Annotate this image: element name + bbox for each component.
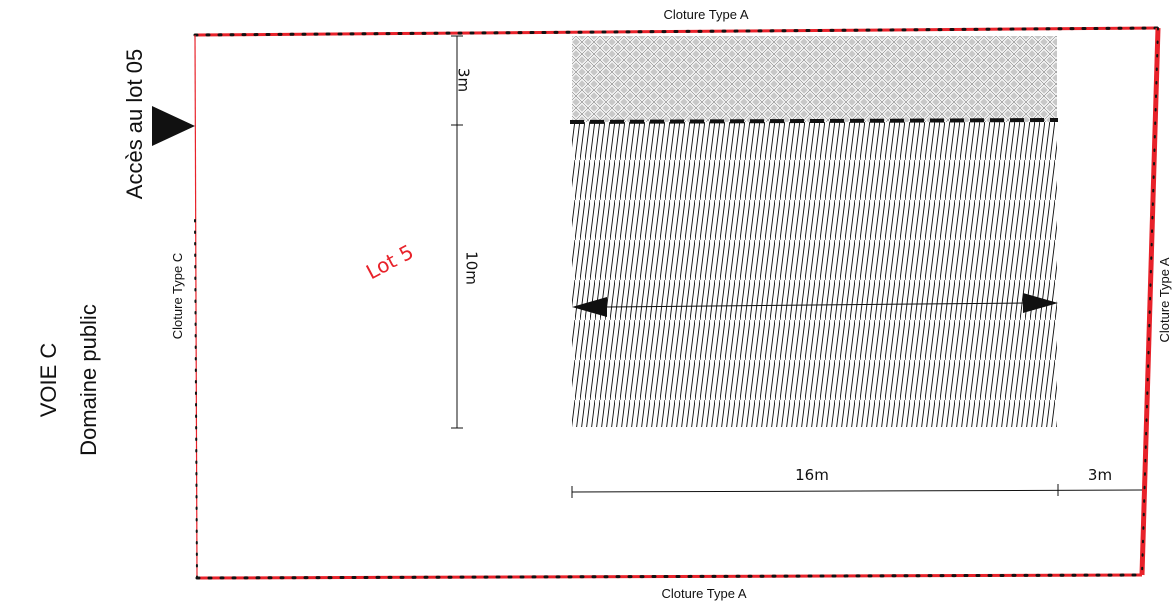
double-arrow-icon [1023, 293, 1058, 313]
dim-setback-top: 3m [455, 68, 473, 92]
dim-setback-side: 3m [1088, 466, 1112, 484]
road-label-line2: Domaine public [76, 304, 101, 456]
fence-bottom-label: Cloture Type A [661, 586, 746, 601]
dim-building-width: 16m [795, 466, 829, 484]
fence-left-dots [194, 219, 198, 579]
horizontal-dimension [571, 484, 1143, 498]
setback-band [572, 36, 1057, 122]
triangle-right-icon [152, 106, 195, 146]
dim-building-depth: 10m [463, 251, 481, 285]
lot-label: Lot 5 [362, 239, 417, 284]
building-footprint [572, 122, 1057, 427]
vertical-dimension [451, 35, 463, 429]
building-front-line [569, 118, 1059, 124]
double-arrow-icon [572, 297, 607, 317]
fence-right-line [1139, 27, 1161, 576]
fence-left-label: Cloture Type C [170, 253, 185, 339]
fence-bottom-dots [195, 573, 1144, 580]
road-label-line1: VOIE C [36, 343, 61, 418]
fence-left-line [194, 34, 198, 579]
access-label: Accès au lot 05 [122, 49, 147, 199]
fence-top-dots [193, 26, 1160, 37]
fence-top-label: Cloture Type A [663, 7, 748, 22]
fence-right-label: Cloture Type A [1157, 257, 1172, 342]
lot-boundary [193, 26, 1161, 580]
building-width-arrow [572, 293, 1058, 317]
